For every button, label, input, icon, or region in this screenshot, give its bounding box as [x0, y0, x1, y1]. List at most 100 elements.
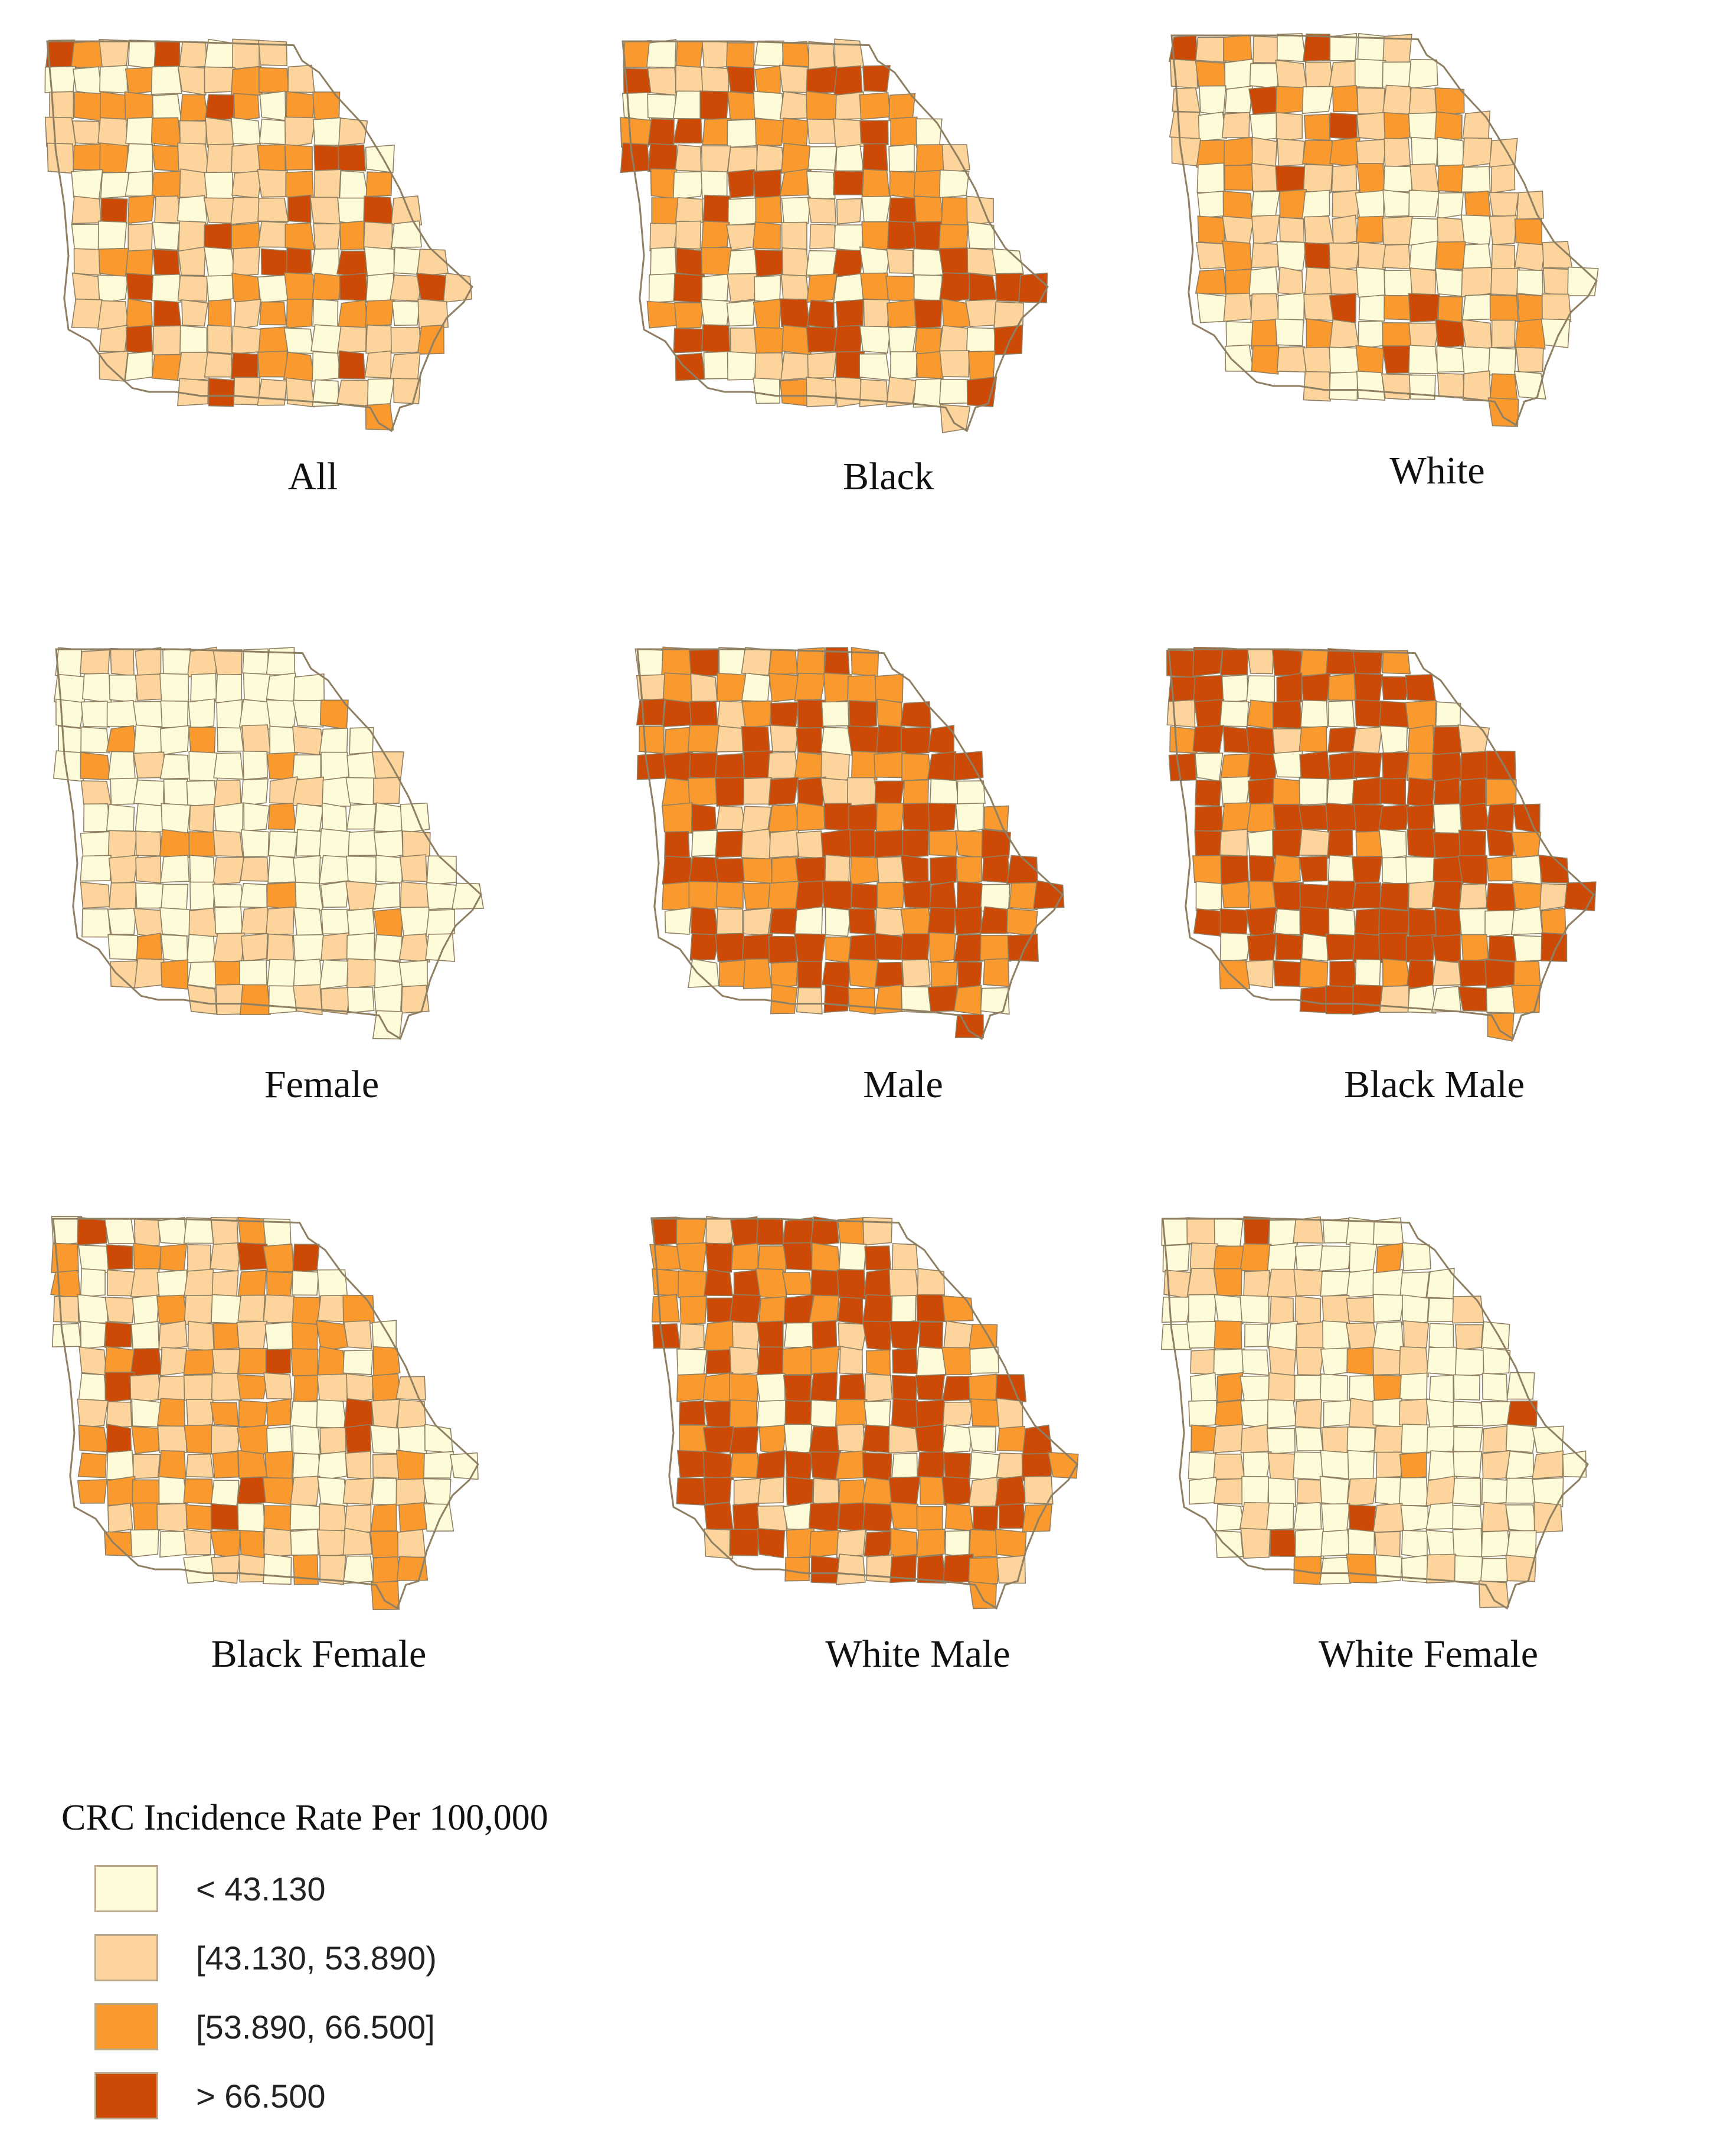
county-region — [1219, 908, 1249, 938]
county-region — [794, 672, 826, 702]
county-region — [662, 751, 694, 781]
county-region — [941, 144, 970, 174]
county-region — [1461, 137, 1493, 168]
county-region — [399, 854, 428, 882]
county-region — [1329, 136, 1360, 168]
county-region — [1482, 1425, 1510, 1453]
county-region — [877, 698, 902, 729]
county-region — [835, 1399, 868, 1428]
county-region — [807, 146, 838, 171]
county-region — [135, 647, 162, 676]
county-region — [728, 1373, 759, 1403]
county-region — [891, 1375, 918, 1402]
county-region — [886, 248, 914, 274]
county-region — [125, 67, 156, 95]
county-region — [1240, 1527, 1271, 1559]
county-region — [161, 884, 189, 911]
county-region — [646, 39, 677, 68]
county-region — [452, 882, 484, 910]
county-region — [1457, 724, 1490, 754]
county-region — [768, 935, 797, 964]
county-region — [1239, 1243, 1272, 1272]
county-region — [186, 934, 216, 963]
county-region — [1275, 59, 1307, 89]
county-region — [231, 143, 261, 174]
county-region — [239, 882, 268, 908]
county-region — [1225, 269, 1252, 297]
county-region — [676, 1348, 708, 1376]
county-region — [1374, 1531, 1401, 1558]
county-region — [1383, 165, 1414, 193]
county-region — [342, 1294, 375, 1325]
county-region — [344, 1424, 372, 1455]
county-region — [1349, 1375, 1376, 1403]
county-region — [1481, 1450, 1512, 1480]
county-region — [237, 1294, 266, 1322]
county-region — [1564, 881, 1597, 912]
county-region — [1408, 293, 1440, 323]
county-region — [890, 1527, 918, 1558]
county-region — [1248, 881, 1277, 911]
county-region — [185, 1453, 214, 1478]
county-region — [212, 830, 244, 858]
county-region — [647, 67, 679, 96]
county-region — [717, 700, 746, 729]
county-region — [885, 275, 918, 302]
county-region — [756, 144, 785, 172]
county-region — [72, 66, 103, 96]
county-region — [1428, 1375, 1454, 1403]
county-region — [1301, 86, 1334, 114]
county-region — [374, 802, 404, 833]
county-region — [348, 830, 377, 856]
county-region — [866, 1554, 894, 1583]
county-region — [212, 649, 243, 676]
county-region — [703, 351, 730, 379]
county-region — [426, 882, 457, 910]
county-region — [133, 958, 165, 989]
county-region — [916, 1506, 943, 1531]
county-region — [188, 907, 218, 937]
county-region — [205, 143, 234, 174]
county-region — [968, 1373, 999, 1403]
county-region — [1453, 1374, 1480, 1401]
county-region — [1221, 881, 1250, 908]
county-region — [1325, 648, 1358, 675]
county-region — [674, 302, 704, 329]
county-region — [824, 854, 851, 885]
county-region — [892, 1243, 919, 1272]
county-region — [204, 66, 236, 93]
county-region — [888, 1476, 921, 1506]
county-region — [1219, 700, 1250, 727]
county-region — [1248, 266, 1279, 296]
county-region — [1222, 240, 1252, 272]
county-region — [715, 881, 744, 909]
county-region — [862, 1503, 894, 1532]
county-region — [1511, 855, 1542, 885]
county-region — [1400, 1424, 1431, 1454]
county-region — [675, 220, 702, 250]
county-region — [756, 1320, 784, 1352]
county-region — [425, 909, 456, 938]
county-region — [810, 1216, 839, 1247]
county-region — [702, 1426, 735, 1454]
county-region — [1166, 699, 1196, 728]
county-region — [1246, 803, 1275, 833]
county-region — [1302, 140, 1334, 166]
county-region — [1276, 33, 1307, 63]
county-region — [797, 699, 826, 729]
county-region — [956, 856, 983, 884]
county-region — [187, 1320, 215, 1352]
county-region — [81, 701, 110, 728]
county-region — [672, 118, 703, 144]
county-region — [135, 882, 165, 909]
county-region — [675, 352, 706, 381]
county-region — [292, 1425, 321, 1455]
county-region — [1358, 320, 1386, 350]
county-region — [848, 987, 876, 1015]
county-region — [77, 1479, 107, 1504]
county-region — [240, 984, 271, 1016]
county-region — [346, 803, 377, 830]
county-region — [807, 118, 838, 144]
county-region — [1461, 294, 1493, 321]
county-region — [257, 169, 288, 198]
